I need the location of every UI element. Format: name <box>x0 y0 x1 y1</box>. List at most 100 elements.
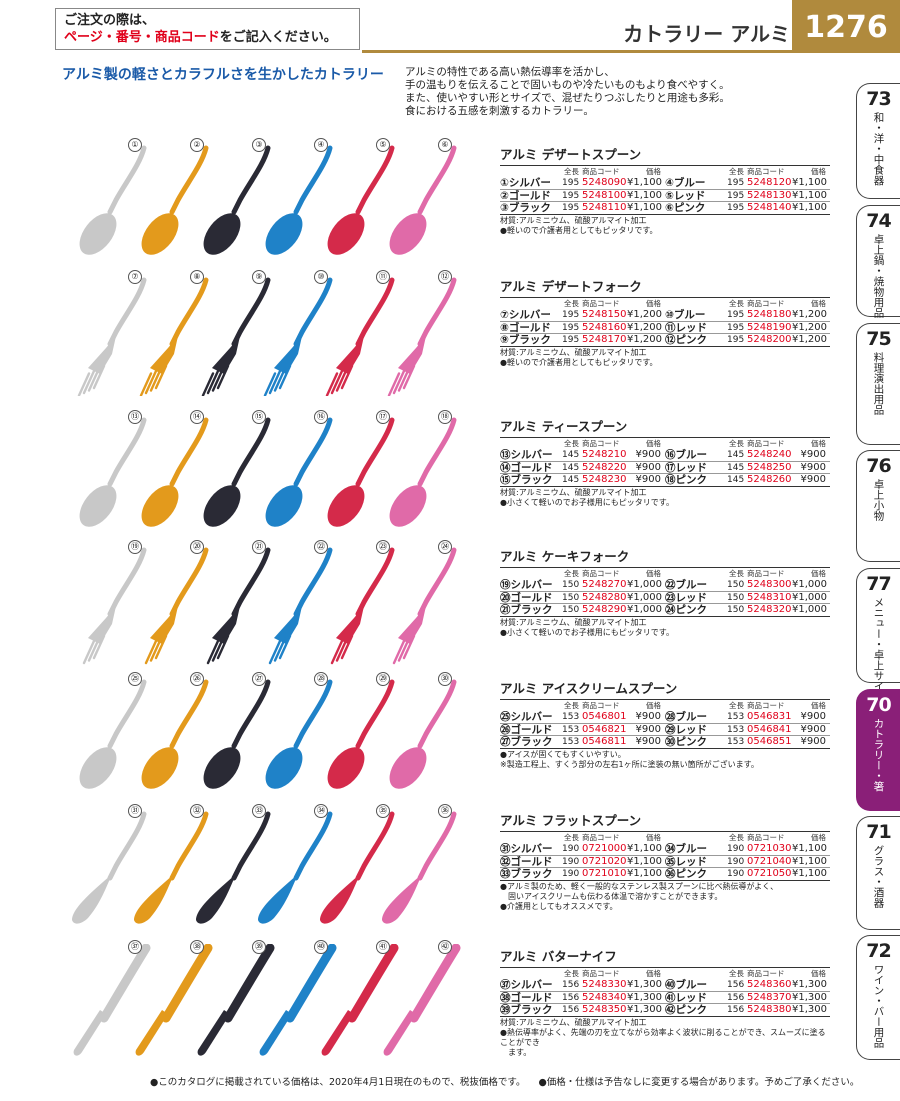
item-number: ⑳ <box>190 540 204 554</box>
cakefork-illustration <box>268 547 333 665</box>
item-number: ⑩ <box>314 270 328 284</box>
variant-name: ㊳ゴールド <box>500 991 553 1004</box>
header-code: 商品コード <box>747 969 785 978</box>
variant-code: 5248230 <box>582 474 627 485</box>
variant-length: 195 <box>727 322 745 333</box>
cutlery-item-gold: ⑳ <box>122 540 209 665</box>
header-code: 商品コード <box>582 701 620 710</box>
header-code: 商品コード <box>747 569 785 578</box>
cutlery-item-red: ㊶ <box>308 940 399 1060</box>
variant-length: 190 <box>562 856 580 867</box>
variant-length: 190 <box>727 844 745 854</box>
header-length: 全長 <box>729 569 744 578</box>
product-table: アルミ フラットスプーン 全長 商品コード 価格 全長 商品コード 価格 ㉛シルバー 190 07… <box>500 810 830 912</box>
tab-chapter-71[interactable]: 71 グラス・酒器 <box>856 816 900 930</box>
flat-illustration <box>320 811 395 924</box>
item-number: ㉜ <box>190 804 204 818</box>
product-name: アルミ デザートスプーン <box>500 144 830 166</box>
tab-chapter-74[interactable]: 74 卓上鍋・焼物用品 <box>856 205 900 318</box>
cutlery-item-pink: ㉚ <box>370 672 457 792</box>
cutlery-item-gold: ② <box>122 138 209 258</box>
knife-illustration <box>383 944 461 1056</box>
variant-length: 190 <box>727 869 745 879</box>
variant-price: ¥900 <box>635 711 661 722</box>
cutlery-illustrations: ⑦ ⑧ ⑨ ⑩ ⑪ ⑫ <box>60 270 490 396</box>
item-number: ⑦ <box>128 270 142 284</box>
variant-length: 153 <box>727 712 745 722</box>
variant-name: ⑳ゴールド <box>500 591 553 604</box>
product-notes: 材質:アルミニウム、硫酸アルマイト加工 ●軽いので介護者用としてもピッタリです。 <box>500 348 830 368</box>
knife-illustration <box>73 944 151 1056</box>
variant-name: ⑩ブルー <box>665 309 706 321</box>
cutlery-item-gold: ㉜ <box>122 804 209 924</box>
variant-name: ㉓レッド <box>665 591 707 604</box>
cutlery-item-red: ㉟ <box>308 804 395 924</box>
variant-length: 195 <box>562 322 580 333</box>
item-number: ⑥ <box>438 138 452 152</box>
item-number: ㊲ <box>128 940 142 954</box>
variant-length: 153 <box>562 712 580 722</box>
variant-price: ¥1,200 <box>792 334 827 345</box>
variant-name: ㉝ブラック <box>500 868 553 880</box>
variant-length: 190 <box>727 856 745 867</box>
table-row: ㉕シルバー 153 0546801 ¥900 ㉘ブルー 153 0546831 ¥900 <box>500 711 830 724</box>
variant-price: ¥1,000 <box>627 604 662 615</box>
variant-code: 0546851 <box>747 736 792 747</box>
tab-chapter-77[interactable]: 77 メニュー・卓上サイン <box>856 568 900 702</box>
product-table: アルミ ティースプーン 全長 商品コード 価格 全長 商品コード 価格 ⑬シルバー 145 524… <box>500 416 830 508</box>
spoon-illustration <box>141 417 209 527</box>
spoon-illustration <box>265 145 333 255</box>
header-price: 価格 <box>811 299 826 308</box>
variant-name: ④ブルー <box>665 177 706 189</box>
tab-number: 75 <box>866 328 891 350</box>
variant-name: ㉗ブラック <box>500 736 553 748</box>
tab-label: グラス・酒器 <box>872 845 885 908</box>
cutlery-item-red: ⑰ <box>308 410 395 530</box>
variant-name: ⑭ゴールド <box>500 461 553 474</box>
header-price: 価格 <box>646 439 661 448</box>
tab-chapter-70[interactable]: 70 カトラリー・箸 <box>856 689 900 811</box>
tab-chapter-76[interactable]: 76 卓上小物 <box>856 450 900 562</box>
cutlery-illustrations: ㉛ ㉜ ㉝ ㉞ ㉟ ㊱ <box>60 804 490 924</box>
header-code: 商品コード <box>582 167 620 176</box>
item-number: ㉕ <box>128 672 142 686</box>
variant-length: 145 <box>727 450 745 460</box>
tab-chapter-75[interactable]: 75 料理演出用品 <box>856 323 900 445</box>
variant-code: 5248280 <box>582 591 627 603</box>
product-table: アルミ デザートフォーク 全長 商品コード 価格 全長 商品コード 価格 ⑦シルバー 195 52… <box>500 276 830 368</box>
variant-code: 5248250 <box>747 461 792 473</box>
note-line: ●アイスが固くてもすくいやすい。 <box>500 749 626 759</box>
table-row: ⑲シルバー 150 5248270 ¥1,000 ㉒ブルー 150 5248300 ¥1,00… <box>500 579 830 592</box>
item-number: ② <box>190 138 204 152</box>
spoon-illustration <box>327 145 395 255</box>
flat-illustration <box>382 811 457 924</box>
variant-code: 5248150 <box>582 309 627 320</box>
tab-number: 74 <box>866 210 891 232</box>
item-number: ⑲ <box>128 540 142 554</box>
item-number: ⑬ <box>128 410 142 424</box>
cutlery-item-blue: ④ <box>246 138 333 258</box>
tab-number: 73 <box>866 88 891 110</box>
variant-name: ⑲シルバー <box>500 579 553 591</box>
variant-length: 145 <box>562 462 580 473</box>
variant-price: ¥1,300 <box>792 979 827 990</box>
variant-price: ¥1,300 <box>792 991 827 1003</box>
variant-name: ㉙レッド <box>665 723 707 736</box>
product-notes: ●アルミ製のため、軽く一般的なステンレス製スプーンに比べ熱伝導がよく、 固いアイ… <box>500 882 830 912</box>
item-number: ㉝ <box>252 804 266 818</box>
variant-length: 195 <box>727 178 745 188</box>
variant-length: 195 <box>727 203 745 213</box>
item-number: ㊱ <box>438 804 452 818</box>
header-code: 商品コード <box>582 833 620 842</box>
tab-chapter-72[interactable]: 72 ワイン・バー用品 <box>856 935 900 1060</box>
product-name: アルミ ティースプーン <box>500 416 830 438</box>
table-row: ⑬シルバー 145 5248210 ¥900 ⑯ブルー 145 5248240 ¥900 <box>500 449 830 462</box>
icespoon-illustration <box>265 679 333 789</box>
product-name: アルミ バターナイフ <box>500 946 830 968</box>
variant-length: 156 <box>562 992 580 1003</box>
cutlery-item-pink: ㉔ <box>370 540 457 665</box>
note-line: ●熱伝導率がよく、先端の刃を立てながら効率よく波状に削ることができ、スムーズに塗… <box>500 1027 826 1047</box>
tab-label: 料理演出用品 <box>872 352 885 415</box>
variant-name: ⑫ピンク <box>665 334 707 346</box>
tab-chapter-73[interactable]: 73 和・洋・中食器 <box>856 83 900 199</box>
